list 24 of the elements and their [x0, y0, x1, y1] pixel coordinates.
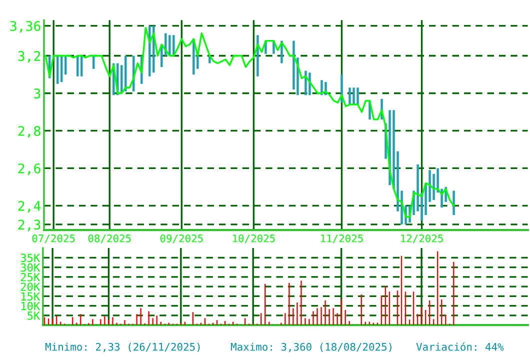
text: Minimo: 2,33 (26/11/2025) — [45, 342, 200, 352]
text: Maximo: 3,360 (18/08/2025) — [230, 342, 392, 352]
y-tick-label: 3,2 — [18, 51, 40, 63]
y-tick-label: 2,6 — [18, 163, 40, 176]
x-tick-label: 09/2025 — [160, 234, 203, 244]
x-tick-label: 08/2025 — [88, 234, 131, 244]
y-tick-label: 2,4 — [18, 200, 41, 213]
y-tick-label: 10K — [21, 302, 40, 310]
line-series — [44, 26, 455, 218]
y-tick-label: 3,36 — [10, 21, 40, 33]
y-tick-label: 30K — [20, 263, 40, 272]
y-tick-label: 2,8 — [18, 126, 40, 138]
y-tick-label: 5K — [28, 312, 40, 320]
text: Variación: 44% — [416, 342, 504, 351]
x-tick-label: 11/2025 — [321, 234, 363, 244]
y-tick-label: 25K — [20, 272, 40, 282]
y-tick-label: 20K — [20, 282, 40, 291]
x-tick-label: 12/2025 — [401, 234, 443, 244]
x-tick-label: 07/2025 — [32, 234, 75, 244]
y-tick-label: 15K — [21, 292, 40, 301]
y-tick-label: 2,3 — [18, 220, 40, 232]
y-tick-label: 3 — [34, 88, 40, 98]
x-tick-label: 10/2025 — [233, 234, 275, 244]
y-tick-label: 35K — [20, 254, 40, 262]
